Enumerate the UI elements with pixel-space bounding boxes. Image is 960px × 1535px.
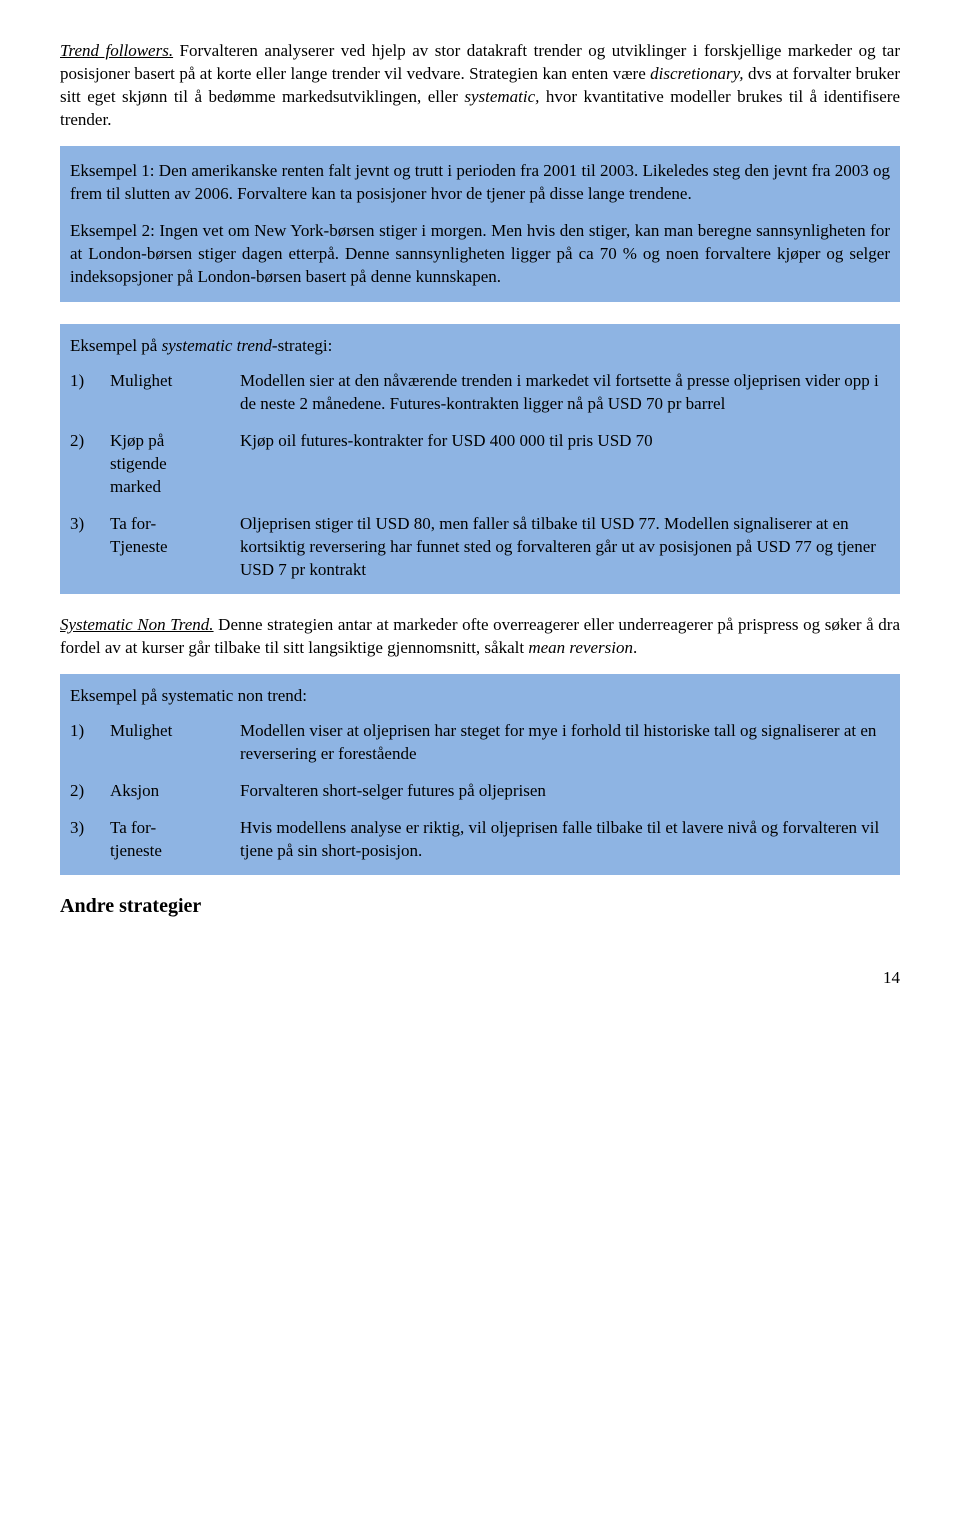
page-number: 14 [60,968,900,988]
row-desc: Modellen viser at oljeprisen har steget … [240,720,890,766]
row-label-line: marked [110,477,161,496]
row-label-line: Kjøp på [110,431,164,450]
row-number: 2) [70,430,110,499]
intro-lead: Trend followers. [60,41,173,60]
table1-title-pre: Eksempel på [70,336,162,355]
table1-title-post: -strategi: [272,336,332,355]
document-page: Trend followers. Forvalteren analyserer … [0,0,960,1028]
example-box-1: Eksempel 1: Den amerikanske renten falt … [60,146,900,303]
intro-italic2: systematic, [464,87,539,106]
mid-lead: Systematic Non Trend. [60,615,214,634]
row-label: Mulighet [110,370,240,416]
row-desc: Kjøp oil futures-kontrakter for USD 400 … [240,430,890,499]
row-number: 3) [70,513,110,582]
strategy-table-1: Eksempel på systematic trend-strategi: 1… [60,324,900,594]
strategy-table-2: Eksempel på systematic non trend: 1) Mul… [60,674,900,875]
row-number: 1) [70,370,110,416]
table-row: 3) Ta for- tjeneste Hvis modellens analy… [70,817,890,863]
row-desc: Modellen sier at den nåværende trenden i… [240,370,890,416]
intro-paragraph: Trend followers. Forvalteren analyserer … [60,40,900,132]
row-label: Ta for- tjeneste [110,817,240,863]
table1-title-italic: systematic trend [162,336,272,355]
row-label-line: Ta for- [110,514,156,533]
row-desc: Forvalteren short-selger futures på olje… [240,780,890,803]
table1-title: Eksempel på systematic trend-strategi: [70,336,890,356]
row-number: 2) [70,780,110,803]
row-label-line: tjeneste [110,841,162,860]
row-desc: Hvis modellens analyse er riktig, vil ol… [240,817,890,863]
table-row: 2) Aksjon Forvalteren short-selger futur… [70,780,890,803]
row-desc: Oljeprisen stiger til USD 80, men faller… [240,513,890,582]
table-row: 3) Ta for- Tjeneste Oljeprisen stiger ti… [70,513,890,582]
row-number: 1) [70,720,110,766]
example2-text: Eksempel 2: Ingen vet om New York-børsen… [70,220,890,289]
mid-paragraph: Systematic Non Trend. Denne strategien a… [60,614,900,660]
mid-period: . [633,638,637,657]
section-heading: Andre strategier [60,895,900,918]
table-row: 1) Mulighet Modellen sier at den nåværen… [70,370,890,416]
row-label-line: Ta for- [110,818,156,837]
example1-text: Eksempel 1: Den amerikanske renten falt … [70,160,890,206]
row-label: Aksjon [110,780,240,803]
row-label: Kjøp på stigende marked [110,430,240,499]
table-row: 1) Mulighet Modellen viser at oljeprisen… [70,720,890,766]
mid-italic: mean reversion [528,638,633,657]
intro-italic1: discretionary, [650,64,743,83]
row-number: 3) [70,817,110,863]
row-label: Ta for- Tjeneste [110,513,240,582]
table2-title: Eksempel på systematic non trend: [70,686,890,706]
row-label: Mulighet [110,720,240,766]
row-label-line: stigende [110,454,167,473]
row-label-line: Tjeneste [110,537,168,556]
table-row: 2) Kjøp på stigende marked Kjøp oil futu… [70,430,890,499]
